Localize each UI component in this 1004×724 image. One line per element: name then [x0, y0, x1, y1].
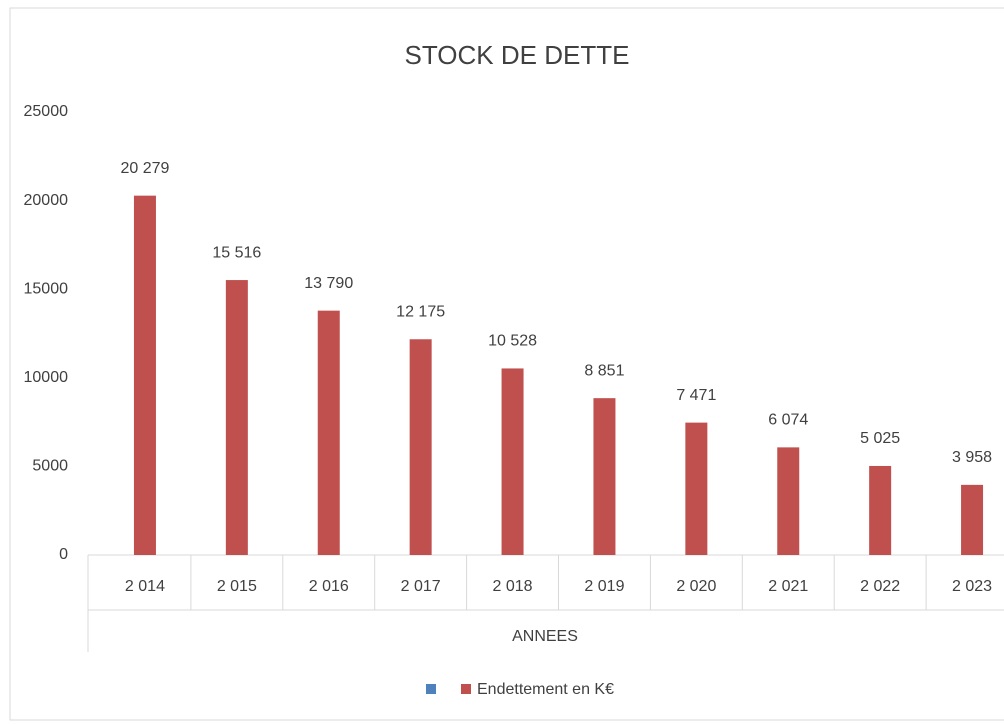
data-label: 3 958: [952, 449, 992, 466]
y-tick-label: 15000: [24, 280, 69, 297]
y-tick-label: 5000: [32, 458, 68, 475]
x-tick-label: 2 021: [768, 578, 808, 595]
y-tick-label: 25000: [24, 103, 69, 120]
x-tick-label: 2 015: [217, 578, 257, 595]
data-label: 12 175: [396, 303, 445, 320]
bar: [501, 368, 524, 555]
y-tick-label: 10000: [24, 369, 69, 386]
y-tick-label: 20000: [24, 192, 69, 209]
bar: [777, 447, 800, 555]
y-tick-label: 0: [59, 546, 68, 563]
x-tick-label: 2 016: [309, 578, 349, 595]
bar: [225, 280, 248, 555]
x-tick-label: 2 019: [584, 578, 624, 595]
x-tick-label: 2 017: [401, 578, 441, 595]
legend-swatch: [426, 684, 436, 694]
data-label: 10 528: [488, 333, 537, 350]
x-tick-label: 2 020: [676, 578, 716, 595]
x-tick-label: 2 022: [860, 578, 900, 595]
x-axis-label: ANNEES: [512, 628, 578, 645]
x-tick-label: 2 023: [952, 578, 992, 595]
legend-swatch: [461, 684, 471, 694]
x-tick-label: 2 014: [125, 578, 165, 595]
chart-title: STOCK DE DETTE: [405, 40, 630, 70]
chart-frame: [9, 7, 1004, 721]
bar: [961, 484, 984, 555]
data-label: 5 025: [860, 430, 900, 447]
bar: [593, 398, 616, 555]
bar: [409, 339, 432, 555]
data-label: 6 074: [768, 412, 808, 429]
bar: [869, 465, 892, 555]
data-label: 7 471: [676, 387, 716, 404]
data-label: 20 279: [120, 160, 169, 177]
bar: [133, 195, 156, 555]
bar: [685, 422, 708, 555]
data-label: 15 516: [212, 244, 261, 261]
data-label: 8 851: [584, 362, 624, 379]
x-tick-label: 2 018: [493, 578, 533, 595]
legend-label: Endettement en K€: [477, 681, 614, 698]
bar: [317, 310, 340, 555]
data-label: 13 790: [304, 275, 353, 292]
